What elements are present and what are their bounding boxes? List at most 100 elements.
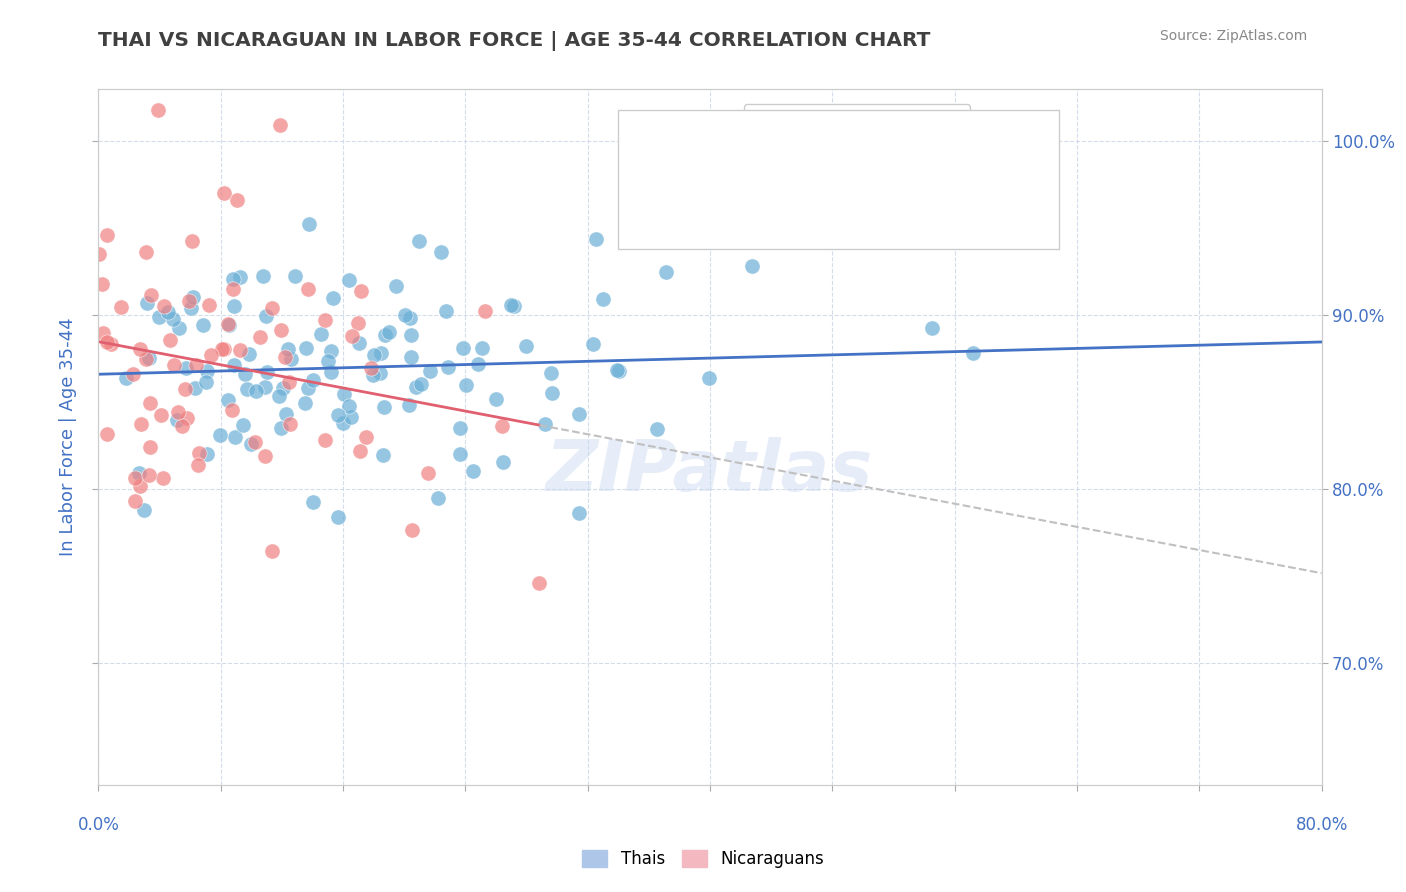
- Text: Source: ZipAtlas.com: Source: ZipAtlas.com: [1160, 29, 1308, 43]
- Point: [270, 421, 292, 435]
- Point: [162, 312, 184, 326]
- Point: [240, 437, 263, 451]
- Point: [568, 407, 591, 421]
- Text: 80.0%: 80.0%: [1295, 816, 1348, 834]
- Point: [148, 310, 170, 325]
- Point: [322, 291, 344, 305]
- Point: [451, 341, 474, 355]
- Point: [180, 301, 202, 315]
- Point: [253, 379, 276, 393]
- Point: [349, 444, 371, 458]
- Point: [245, 434, 267, 449]
- Point: [156, 305, 179, 319]
- Point: [540, 366, 562, 380]
- Point: [91, 326, 114, 340]
- Point: [280, 351, 302, 366]
- Point: [606, 362, 628, 376]
- Point: [294, 395, 316, 409]
- Point: [278, 417, 301, 432]
- Point: [184, 358, 207, 372]
- Point: [302, 373, 325, 387]
- Point: [187, 458, 209, 473]
- Point: [699, 370, 721, 384]
- Point: [314, 313, 336, 327]
- Point: [167, 405, 190, 419]
- Point: [166, 413, 188, 427]
- Point: [405, 380, 427, 394]
- Point: [110, 300, 132, 314]
- Point: [163, 358, 186, 372]
- Point: [146, 103, 169, 117]
- Point: [471, 342, 494, 356]
- Point: [256, 365, 278, 379]
- Point: [114, 371, 136, 385]
- Point: [360, 360, 382, 375]
- Point: [245, 384, 267, 398]
- Point: [456, 378, 478, 392]
- Point: [408, 235, 430, 249]
- Legend: R = 0.055   N = 112, R = -0.177   N = 69: R = 0.055 N = 112, R = -0.177 N = 69: [744, 104, 970, 172]
- Point: [136, 296, 159, 310]
- Point: [218, 318, 240, 332]
- Point: [585, 232, 607, 246]
- Point: [188, 446, 211, 460]
- Point: [96, 426, 118, 441]
- Point: [96, 228, 118, 243]
- Point: [212, 186, 235, 201]
- Point: [298, 217, 321, 231]
- Point: [232, 417, 254, 432]
- Point: [607, 364, 630, 378]
- Point: [138, 468, 160, 483]
- Point: [378, 325, 401, 339]
- Point: [173, 382, 195, 396]
- Y-axis label: In Labor Force | Age 35-44: In Labor Force | Age 35-44: [59, 318, 77, 557]
- Point: [962, 346, 984, 360]
- Point: [921, 320, 943, 334]
- Point: [437, 359, 460, 374]
- Point: [262, 301, 284, 316]
- Point: [316, 354, 339, 368]
- Point: [131, 417, 153, 431]
- Point: [363, 368, 385, 382]
- Text: ZIPatlas: ZIPatlas: [547, 437, 873, 507]
- Point: [269, 118, 291, 132]
- Point: [373, 400, 395, 414]
- Point: [135, 352, 157, 367]
- Point: [302, 495, 325, 509]
- Point: [582, 337, 605, 351]
- Point: [401, 523, 423, 537]
- Point: [274, 407, 297, 421]
- Point: [350, 284, 373, 298]
- Point: [499, 298, 522, 312]
- Point: [284, 268, 307, 283]
- Point: [218, 317, 240, 331]
- Point: [374, 327, 396, 342]
- Point: [309, 326, 332, 341]
- Point: [346, 316, 368, 330]
- Point: [217, 392, 239, 407]
- Point: [384, 278, 406, 293]
- Point: [233, 367, 256, 381]
- Point: [100, 336, 122, 351]
- Point: [655, 265, 678, 279]
- FancyBboxPatch shape: [619, 110, 1059, 249]
- Point: [491, 419, 513, 434]
- Point: [139, 440, 162, 454]
- Point: [314, 433, 336, 447]
- Point: [534, 417, 557, 432]
- Point: [529, 576, 551, 591]
- Point: [197, 447, 219, 461]
- Point: [253, 449, 276, 463]
- Point: [124, 493, 146, 508]
- Point: [90, 277, 112, 291]
- Point: [398, 311, 420, 326]
- Point: [195, 375, 218, 389]
- Point: [159, 333, 181, 347]
- Point: [371, 448, 394, 462]
- Point: [368, 366, 391, 380]
- Point: [260, 544, 283, 558]
- Point: [128, 479, 150, 493]
- Point: [429, 244, 451, 259]
- Point: [354, 430, 377, 444]
- Point: [222, 272, 245, 286]
